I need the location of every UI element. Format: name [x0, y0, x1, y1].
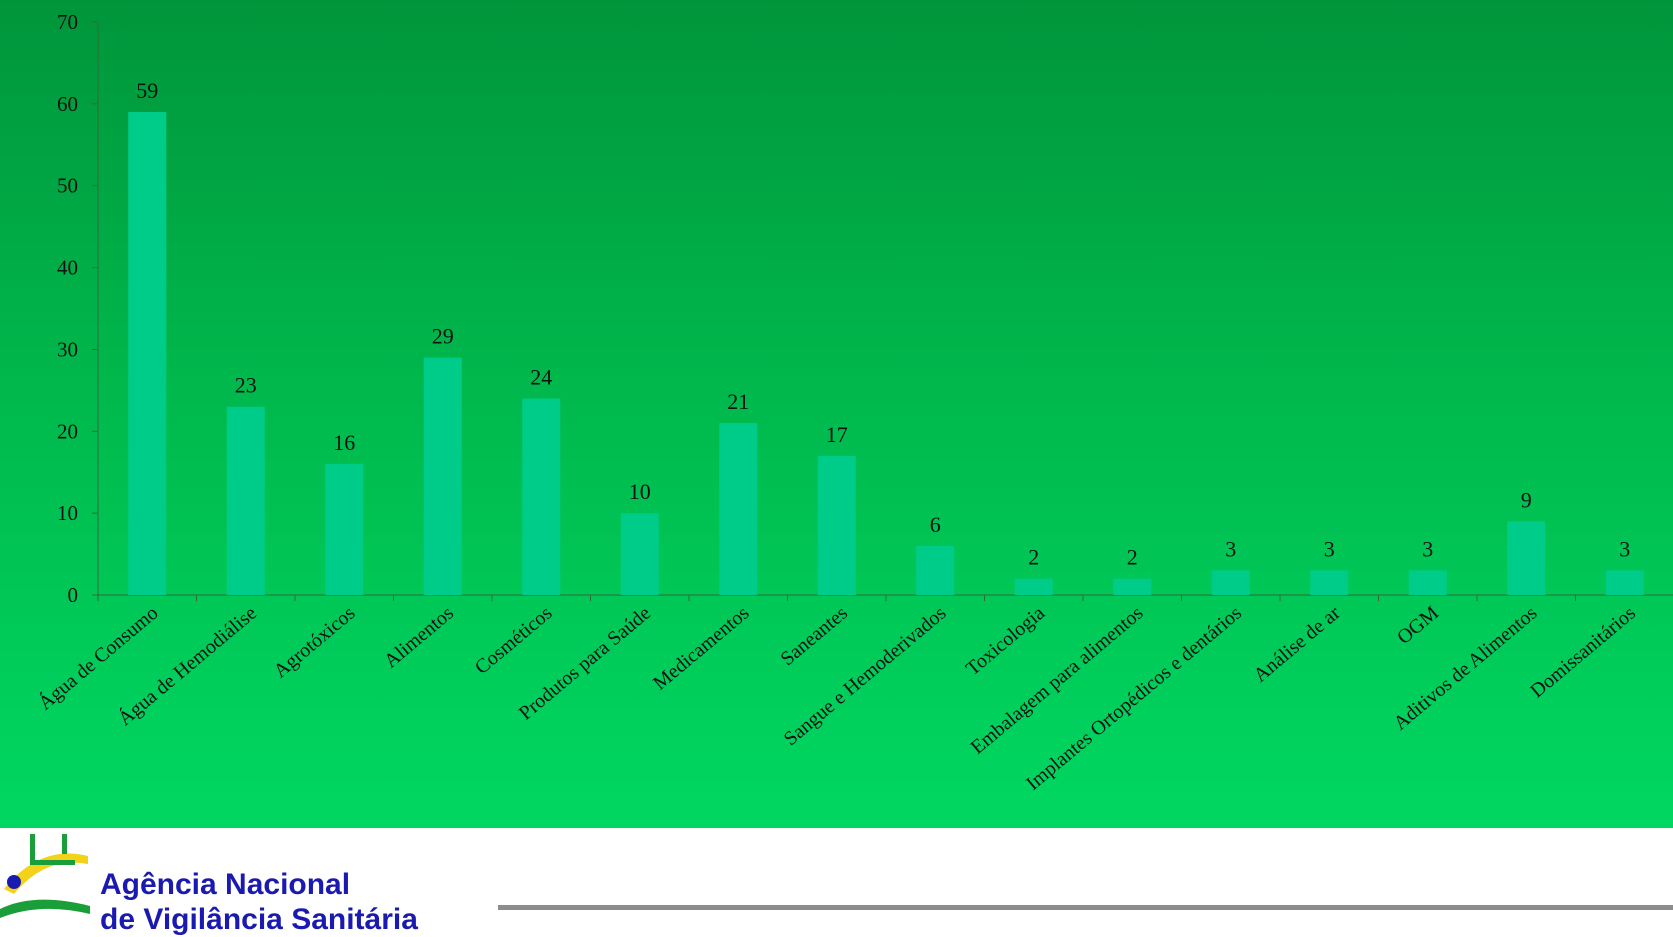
- x-category-label: OGM: [1393, 602, 1443, 649]
- data-label: 59: [136, 78, 158, 103]
- data-label: 21: [727, 389, 749, 414]
- y-tick-label: 0: [68, 583, 79, 607]
- data-label: 24: [530, 365, 552, 390]
- data-label: 9: [1521, 487, 1532, 512]
- footer-divider: [498, 905, 1673, 910]
- data-label: 17: [826, 422, 848, 447]
- bar: [128, 112, 167, 596]
- bar: [1113, 578, 1152, 595]
- data-label: 3: [1422, 536, 1433, 561]
- x-category-label: Domissanitários: [1526, 602, 1640, 703]
- x-category-label: Saneantes: [777, 602, 853, 670]
- y-tick-label: 70: [57, 10, 78, 34]
- bar: [620, 513, 659, 595]
- bar: [1211, 570, 1250, 595]
- y-tick-label: 10: [57, 501, 78, 525]
- y-tick-label: 40: [57, 256, 78, 280]
- data-label: 29: [432, 324, 454, 349]
- x-category-label: Toxicologia: [962, 602, 1049, 680]
- x-category-label: Medicamentos: [649, 602, 754, 695]
- y-tick-label: 20: [57, 419, 78, 443]
- bar: [719, 423, 758, 595]
- bar: [1014, 578, 1053, 595]
- agency-name-line-1: Agência Nacional: [100, 868, 351, 901]
- bar: [1605, 570, 1644, 595]
- bar: [522, 398, 561, 595]
- footer-band: [0, 828, 1673, 923]
- x-category-label: Agrotóxicos: [270, 602, 360, 683]
- slide-background: [0, 0, 1673, 828]
- x-category-label: Alimentos: [380, 602, 458, 673]
- data-label: 3: [1225, 536, 1236, 561]
- data-label: 10: [629, 479, 651, 504]
- bar: [1507, 521, 1546, 595]
- bar: [1310, 570, 1349, 595]
- bar: [423, 357, 462, 595]
- data-label: 3: [1619, 536, 1630, 561]
- bar: [226, 406, 265, 595]
- x-category-label: Implantes Ortopédicos e dentários: [1022, 602, 1246, 795]
- bar: [1408, 570, 1447, 595]
- y-tick-label: 50: [57, 174, 78, 198]
- x-category-label: Análise de ar: [1249, 602, 1344, 687]
- bar: [817, 455, 856, 595]
- data-label: 2: [1028, 545, 1039, 570]
- agency-name-line-2: de Vigilância Sanitária: [100, 903, 418, 936]
- data-label: 3: [1324, 536, 1335, 561]
- x-category-label: Sangue e Hemoderivados: [780, 602, 951, 750]
- x-category-label: Cosméticos: [471, 602, 557, 679]
- y-tick-label: 60: [57, 92, 78, 116]
- bar: [325, 464, 364, 595]
- data-label: 2: [1127, 545, 1138, 570]
- x-category-label: Embalagem para alimentos: [967, 602, 1148, 759]
- y-tick-label: 30: [57, 337, 78, 361]
- bar: [916, 545, 955, 595]
- anvisa-logo-icon: [0, 834, 90, 918]
- data-label: 23: [235, 373, 257, 398]
- data-label: 6: [930, 512, 941, 537]
- data-label: 16: [333, 430, 355, 455]
